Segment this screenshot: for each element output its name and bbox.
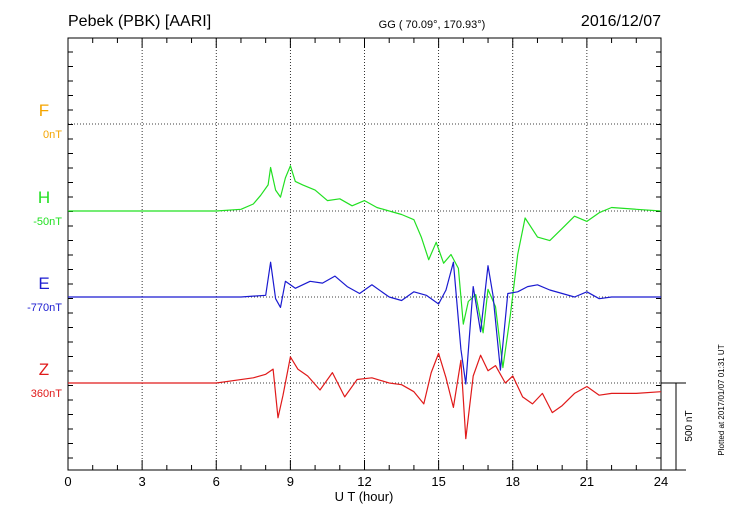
- plotted-note: Plotted at 2017/01/07 01:31 UT: [717, 344, 726, 455]
- x-tick-label: 18: [506, 474, 520, 489]
- date-label: 2016/12/07: [581, 13, 661, 30]
- x-tick-label: 21: [580, 474, 594, 489]
- series-name-h: H: [38, 188, 50, 207]
- x-tick-label: 0: [64, 474, 71, 489]
- series-offset-z: 360nT: [31, 388, 62, 400]
- series-offset-e: -770nT: [27, 302, 62, 314]
- scale-bar: 500 nT: [661, 382, 695, 471]
- series-line-h: [68, 165, 662, 369]
- series-layer: [68, 165, 662, 440]
- x-axis-label: U T (hour): [335, 489, 394, 504]
- x-tick-label: 9: [287, 474, 294, 489]
- series-name-e: E: [38, 274, 49, 293]
- x-tick-label: 3: [139, 474, 146, 489]
- coordinates-label: GG ( 70.09°, 170.93°): [379, 19, 486, 31]
- x-tick-label: 12: [357, 474, 371, 489]
- series-offset-h: -50nT: [33, 216, 62, 228]
- x-tick-label: 24: [654, 474, 668, 489]
- x-tick-label: 15: [431, 474, 445, 489]
- x-ticks: 0 3 6 9 12 15 18 21 24: [64, 38, 668, 489]
- scale-bar-label: 500 nT: [684, 410, 695, 441]
- x-tick-label: 6: [213, 474, 220, 489]
- grid: [68, 38, 661, 470]
- series-line-e: [68, 261, 661, 385]
- series-offset-f: 0nT: [43, 129, 62, 141]
- station-title: Pebek (PBK) [AARI]: [68, 13, 211, 30]
- series-name-f: F: [39, 101, 49, 120]
- series-name-z: Z: [39, 360, 49, 379]
- series-line-z: [68, 352, 662, 440]
- series-labels: F 0nT H -50nT E -770nT Z 360nT: [27, 101, 62, 400]
